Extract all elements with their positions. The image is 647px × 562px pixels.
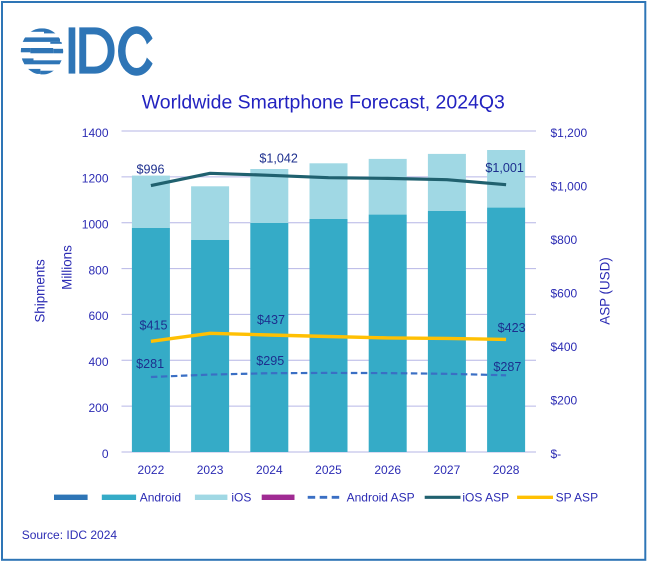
svg-text:1200: 1200	[82, 172, 109, 186]
svg-text:ASP (USD): ASP (USD)	[598, 257, 613, 324]
svg-text:2027: 2027	[434, 463, 461, 477]
svg-text:Shipments: Shipments	[33, 259, 48, 323]
svg-text:2024: 2024	[256, 463, 283, 477]
svg-text:Android ASP: Android ASP	[347, 491, 415, 505]
svg-text:2028: 2028	[493, 463, 520, 477]
svg-text:2025: 2025	[315, 463, 342, 477]
svg-text:Source: IDC 2024: Source: IDC 2024	[22, 528, 118, 542]
svg-text:$996: $996	[136, 163, 164, 177]
svg-text:Millions: Millions	[60, 245, 75, 290]
svg-text:$800: $800	[551, 233, 578, 247]
svg-text:800: 800	[88, 263, 108, 277]
svg-text:400: 400	[88, 355, 108, 369]
svg-text:$200: $200	[551, 393, 578, 407]
svg-text:$295: $295	[256, 354, 284, 368]
svg-text:$437: $437	[257, 313, 285, 327]
svg-text:$600: $600	[551, 286, 578, 300]
svg-text:1000: 1000	[82, 218, 109, 232]
svg-text:$1,042: $1,042	[259, 151, 298, 165]
svg-text:0: 0	[102, 447, 109, 461]
svg-text:2023: 2023	[197, 463, 224, 477]
svg-text:iOS: iOS	[231, 491, 251, 505]
svg-text:$287: $287	[493, 360, 521, 374]
svg-text:$1,200: $1,200	[551, 126, 588, 140]
svg-text:Android: Android	[140, 491, 181, 505]
svg-text:$400: $400	[551, 340, 578, 354]
svg-text:$-: $-	[551, 447, 562, 461]
svg-text:2022: 2022	[138, 463, 165, 477]
svg-text:600: 600	[88, 309, 108, 323]
svg-text:$415: $415	[139, 318, 167, 332]
svg-text:$423: $423	[498, 321, 526, 335]
svg-text:200: 200	[88, 401, 108, 415]
svg-text:1400: 1400	[82, 126, 109, 140]
svg-text:$281: $281	[136, 357, 164, 371]
svg-text:2026: 2026	[374, 463, 401, 477]
svg-text:iOS ASP: iOS ASP	[462, 491, 509, 505]
svg-text:$1,001: $1,001	[485, 161, 524, 175]
svg-text:Worldwide Smartphone Forecast,: Worldwide Smartphone Forecast, 2024Q3	[142, 92, 505, 114]
svg-text:$1,000: $1,000	[551, 179, 588, 193]
svg-text:SP ASP: SP ASP	[556, 491, 598, 505]
